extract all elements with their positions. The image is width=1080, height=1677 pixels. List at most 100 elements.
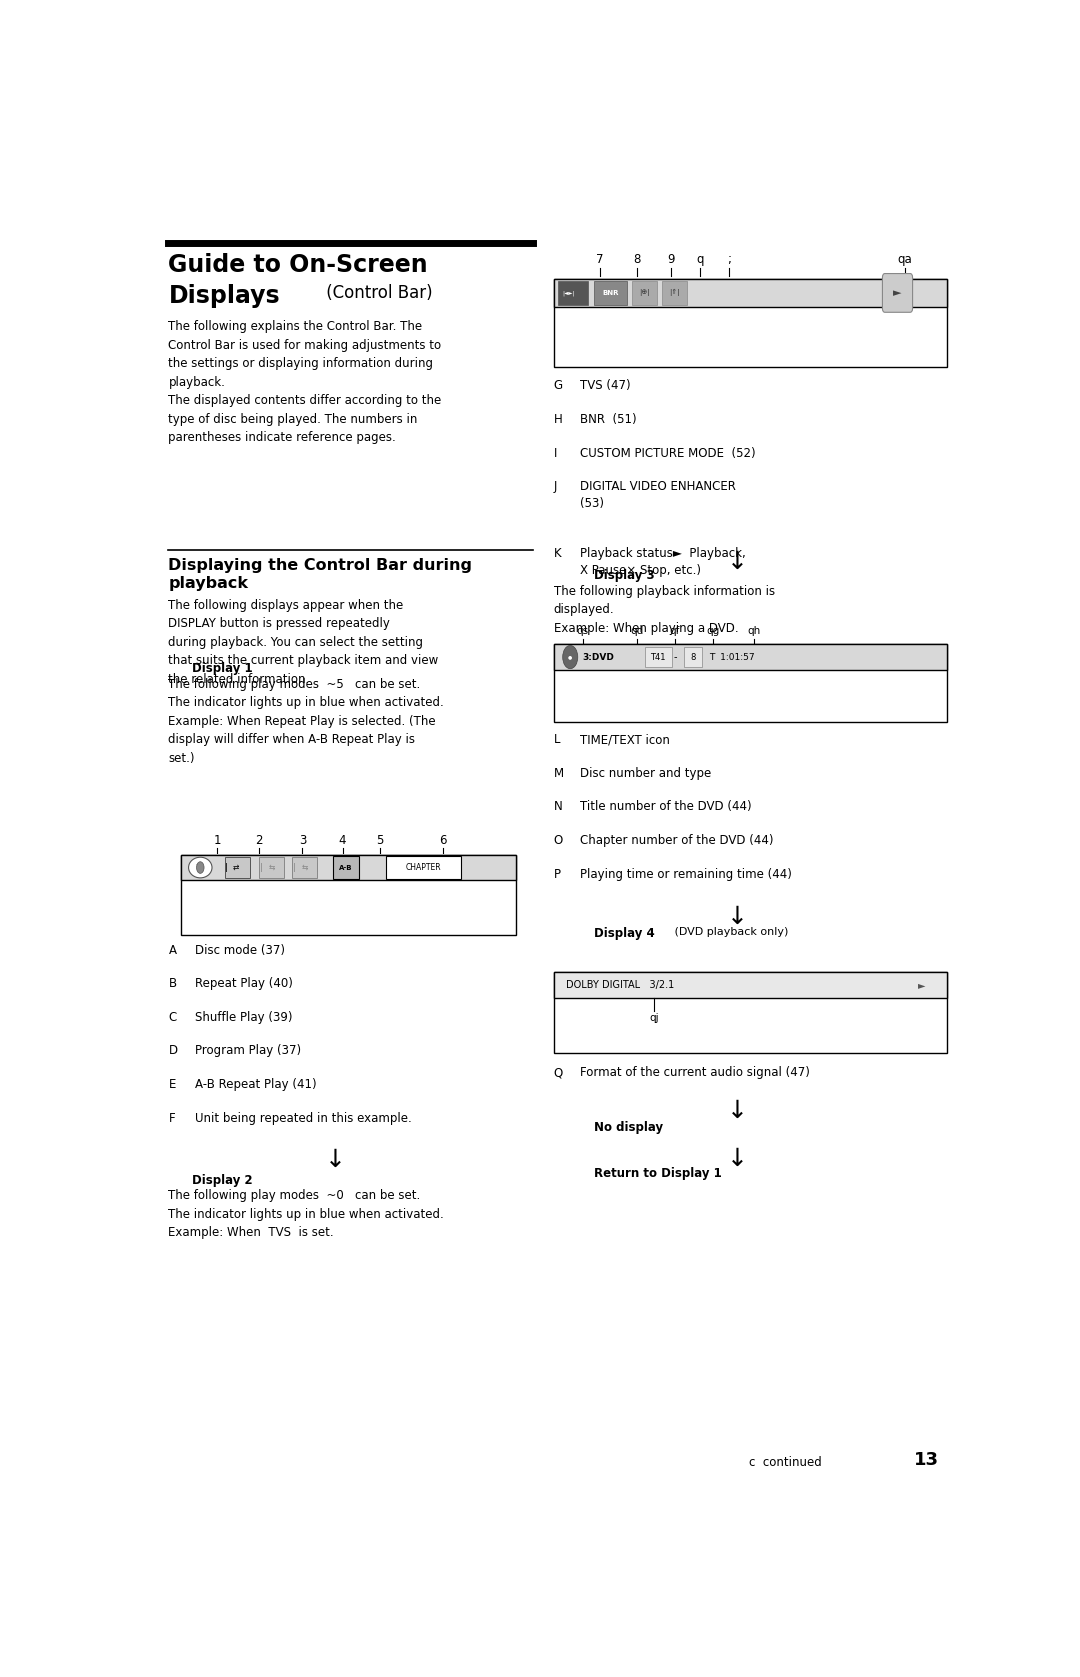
Text: Display 2: Display 2 xyxy=(192,1174,253,1187)
Text: 7: 7 xyxy=(596,253,604,265)
Text: BNR: BNR xyxy=(603,290,619,295)
Text: ;: ; xyxy=(727,253,731,265)
Text: Playing time or remaining time (44): Playing time or remaining time (44) xyxy=(580,867,792,880)
Text: ►: ► xyxy=(893,288,902,299)
Text: P: P xyxy=(554,867,561,880)
Text: Repeat Play (40): Repeat Play (40) xyxy=(195,978,293,991)
Text: 1: 1 xyxy=(213,833,220,847)
Text: B: B xyxy=(168,978,177,991)
Text: DIGITAL VIDEO ENHANCER
(53): DIGITAL VIDEO ENHANCER (53) xyxy=(580,480,737,510)
Text: M: M xyxy=(554,766,564,780)
Text: K: K xyxy=(554,547,562,560)
Text: 3:DVD: 3:DVD xyxy=(582,652,613,661)
Text: Title number of the DVD (44): Title number of the DVD (44) xyxy=(580,800,752,813)
Text: q: q xyxy=(697,253,704,265)
Text: |: | xyxy=(226,864,228,872)
Text: O: O xyxy=(554,833,563,847)
Text: N: N xyxy=(554,800,563,813)
Text: Chapter number of the DVD (44): Chapter number of the DVD (44) xyxy=(580,833,773,847)
Text: -: - xyxy=(673,652,676,662)
Text: ↓: ↓ xyxy=(727,1147,748,1171)
Ellipse shape xyxy=(189,857,212,877)
FancyBboxPatch shape xyxy=(333,855,360,879)
Text: E: E xyxy=(168,1078,176,1092)
Text: ►: ► xyxy=(918,979,926,989)
Text: |: | xyxy=(259,864,262,872)
Text: The following explains the Control Bar. The
Control Bar is used for making adjus: The following explains the Control Bar. … xyxy=(168,320,442,444)
Text: qg: qg xyxy=(706,627,719,636)
Text: TVS (47): TVS (47) xyxy=(580,379,631,392)
Text: qs: qs xyxy=(577,627,589,636)
Text: 9: 9 xyxy=(667,253,674,265)
FancyBboxPatch shape xyxy=(554,278,947,307)
Text: 5: 5 xyxy=(377,833,383,847)
Text: (Control Bar): (Control Bar) xyxy=(321,283,432,302)
Text: Displaying the Control Bar during
playback: Displaying the Control Bar during playba… xyxy=(168,558,472,592)
FancyBboxPatch shape xyxy=(181,855,516,880)
Text: F: F xyxy=(168,1112,175,1125)
Text: 4: 4 xyxy=(339,833,347,847)
Text: 8: 8 xyxy=(690,652,696,661)
FancyBboxPatch shape xyxy=(225,857,249,877)
Text: ↓: ↓ xyxy=(727,1098,748,1122)
Text: Playback status►  Playback,
X Pause× Stop, etc.): Playback status► Playback, X Pause× Stop… xyxy=(580,547,746,577)
Text: qa: qa xyxy=(897,253,913,265)
Text: The following play modes  ~0   can be set.
The indicator lights up in blue when : The following play modes ~0 can be set. … xyxy=(168,1189,444,1239)
Text: D: D xyxy=(168,1045,177,1058)
Ellipse shape xyxy=(197,862,204,874)
Text: C: C xyxy=(168,1011,177,1025)
Text: ⇄: ⇄ xyxy=(232,864,239,872)
Text: Return to Display 1: Return to Display 1 xyxy=(594,1167,721,1181)
FancyBboxPatch shape xyxy=(554,278,947,367)
Text: Disc number and type: Disc number and type xyxy=(580,766,712,780)
Text: (DVD playback only): (DVD playback only) xyxy=(671,927,788,937)
Text: L: L xyxy=(554,733,561,746)
Text: 6: 6 xyxy=(440,833,447,847)
FancyBboxPatch shape xyxy=(554,973,947,998)
Text: Display 3: Display 3 xyxy=(594,569,654,582)
Text: Format of the current audio signal (47): Format of the current audio signal (47) xyxy=(580,1067,810,1080)
FancyBboxPatch shape xyxy=(554,973,947,1053)
Text: 3: 3 xyxy=(299,833,306,847)
Text: Display 1: Display 1 xyxy=(192,662,253,676)
Text: Displays: Displays xyxy=(168,283,280,309)
Text: qj: qj xyxy=(649,1013,659,1023)
FancyBboxPatch shape xyxy=(387,855,461,879)
Text: ↓: ↓ xyxy=(727,906,748,929)
Circle shape xyxy=(563,646,578,669)
Text: ↓: ↓ xyxy=(727,550,748,574)
FancyBboxPatch shape xyxy=(645,647,672,667)
Text: |: | xyxy=(293,864,296,872)
Text: A-B: A-B xyxy=(339,865,353,870)
Text: The following play modes  ~5   can be set.
The indicator lights up in blue when : The following play modes ~5 can be set. … xyxy=(168,678,444,765)
Text: Display 4: Display 4 xyxy=(594,927,654,939)
Text: A: A xyxy=(168,944,176,958)
Text: ⇆: ⇆ xyxy=(268,864,274,872)
Text: Program Play (37): Program Play (37) xyxy=(195,1045,301,1058)
Text: Unit being repeated in this example.: Unit being repeated in this example. xyxy=(195,1112,411,1125)
Text: No display: No display xyxy=(594,1120,663,1134)
FancyBboxPatch shape xyxy=(632,282,658,305)
Text: BNR  (51): BNR (51) xyxy=(580,413,637,426)
Text: CHAPTER: CHAPTER xyxy=(406,864,442,872)
Text: T  1:01:57: T 1:01:57 xyxy=(710,652,755,661)
Text: 2: 2 xyxy=(255,833,262,847)
Text: qf: qf xyxy=(670,627,680,636)
FancyBboxPatch shape xyxy=(594,282,627,305)
Text: 8: 8 xyxy=(634,253,640,265)
Text: |◄►|: |◄►| xyxy=(562,290,575,295)
Text: The following playback information is
displayed.
Example: When playing a DVD.: The following playback information is di… xyxy=(554,585,774,636)
Text: I: I xyxy=(554,446,557,459)
Text: ↻: ↻ xyxy=(195,864,202,872)
Text: J: J xyxy=(554,480,557,493)
FancyBboxPatch shape xyxy=(684,647,702,667)
Text: Guide to On-Screen: Guide to On-Screen xyxy=(168,253,428,277)
Text: H: H xyxy=(554,413,563,426)
Text: qd: qd xyxy=(631,627,644,636)
Text: The following displays appear when the
DISPLAY button is pressed repeatedly
duri: The following displays appear when the D… xyxy=(168,599,438,686)
FancyBboxPatch shape xyxy=(554,644,947,671)
FancyBboxPatch shape xyxy=(259,857,284,877)
Text: ↓: ↓ xyxy=(325,1147,347,1172)
FancyBboxPatch shape xyxy=(554,644,947,721)
Text: G: G xyxy=(554,379,563,392)
